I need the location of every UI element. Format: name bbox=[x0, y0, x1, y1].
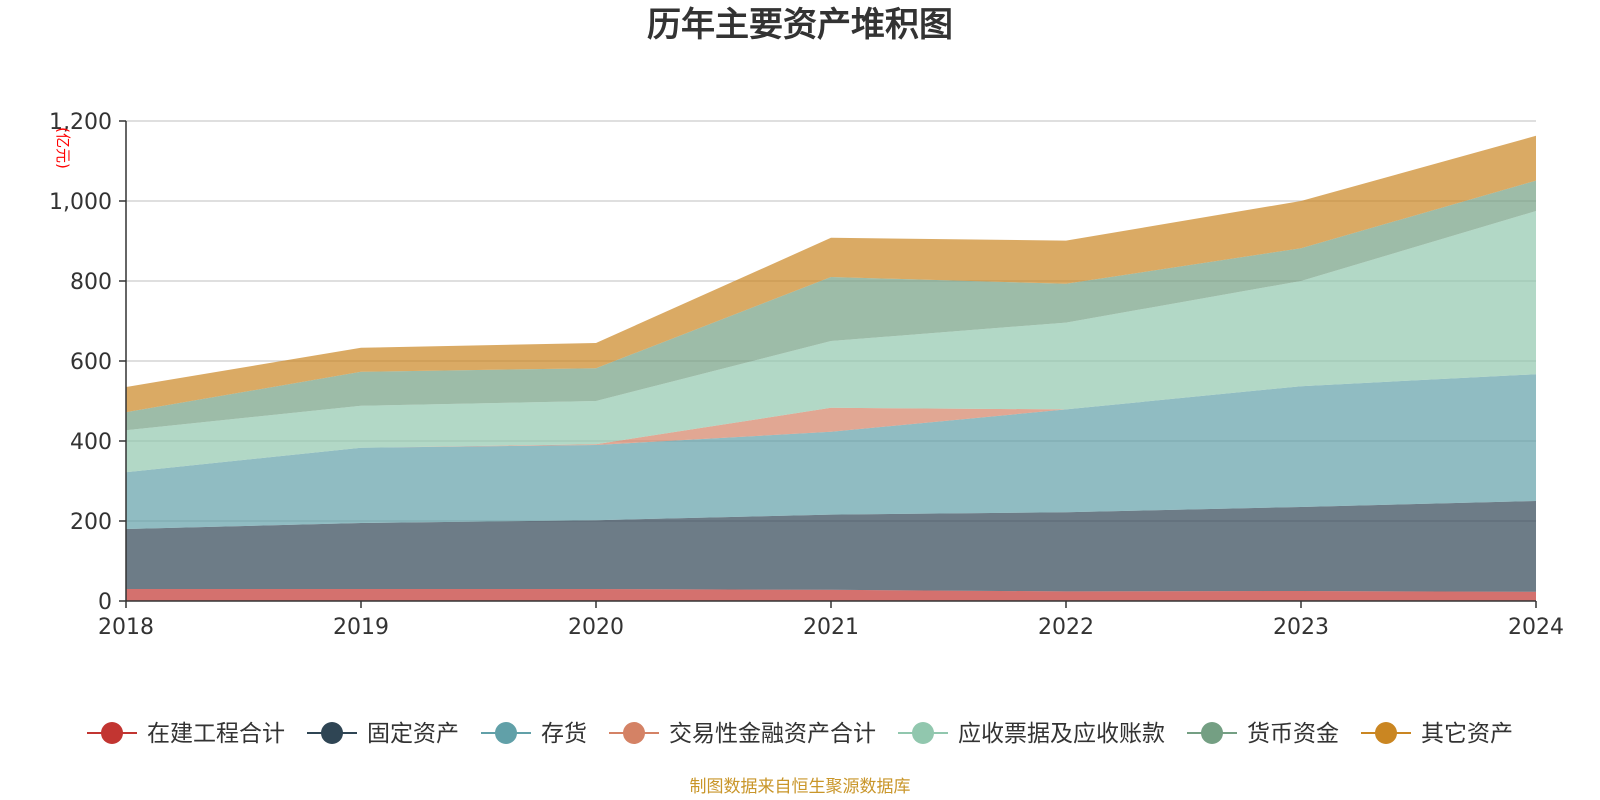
area-series-7 bbox=[126, 135, 1536, 413]
y-tick-label: 800 bbox=[70, 270, 112, 295]
area-series bbox=[126, 135, 1536, 601]
legend-label: 固定资产 bbox=[367, 721, 459, 747]
legend-label: 在建工程合计 bbox=[147, 721, 285, 747]
area-series-2 bbox=[126, 501, 1536, 592]
x-tick-label: 2018 bbox=[98, 615, 154, 640]
y-tick-label: 600 bbox=[70, 350, 112, 375]
x-tick-label: 2019 bbox=[333, 615, 389, 640]
y-tick-label: 1,200 bbox=[49, 110, 112, 135]
area-series-1 bbox=[126, 589, 1536, 601]
y-tick-label: 1,000 bbox=[49, 190, 112, 215]
area-series-4 bbox=[126, 374, 1536, 473]
legend-marker bbox=[495, 722, 517, 744]
data-source-note: 制图数据来自恒生聚源数据库 bbox=[690, 777, 911, 797]
area-series-6 bbox=[126, 180, 1536, 431]
area-series-5 bbox=[126, 211, 1536, 473]
legend-label: 其它资产 bbox=[1421, 721, 1513, 747]
legend-marker bbox=[1375, 722, 1397, 744]
area-series-3 bbox=[126, 374, 1536, 529]
legend-marker bbox=[321, 722, 343, 744]
legend-item[interactable]: 交易性金融资产合计 bbox=[609, 721, 876, 747]
legend-marker bbox=[101, 722, 123, 744]
legend-item[interactable]: 应收票据及应收账款 bbox=[898, 721, 1165, 747]
legend-item[interactable]: 在建工程合计 bbox=[87, 721, 285, 747]
y-tick-label: 400 bbox=[70, 430, 112, 455]
legend-item[interactable]: 存货 bbox=[481, 721, 587, 747]
x-tick-label: 2020 bbox=[568, 615, 624, 640]
y-tick-label: 0 bbox=[98, 590, 112, 615]
legend-label: 交易性金融资产合计 bbox=[669, 721, 876, 747]
x-tick-label: 2022 bbox=[1038, 615, 1094, 640]
x-tick-label: 2021 bbox=[803, 615, 859, 640]
legend-item[interactable]: 固定资产 bbox=[307, 721, 459, 747]
legend-label: 货币资金 bbox=[1247, 721, 1339, 747]
legend-marker bbox=[1201, 722, 1223, 744]
x-tick-label: 2023 bbox=[1273, 615, 1329, 640]
x-tick-label: 2024 bbox=[1508, 615, 1564, 640]
legend-marker bbox=[912, 722, 934, 744]
axes: 0 200 400 600 800 1,000 1,200 2018 2019 2020 2021 2… bbox=[49, 110, 1564, 640]
chart-title: 历年主要资产堆积图 bbox=[647, 5, 953, 45]
y-axis-unit-label: (亿元) bbox=[54, 127, 72, 169]
legend-label: 存货 bbox=[541, 721, 587, 747]
legend-item[interactable]: 货币资金 bbox=[1187, 721, 1339, 747]
legend-item[interactable]: 其它资产 bbox=[1361, 721, 1513, 747]
legend-label: 应收票据及应收账款 bbox=[958, 721, 1165, 747]
legend: 在建工程合计 固定资产 存货 交易性金融资产合计 应收票据及应收账款 货币资金 其它资产 bbox=[87, 721, 1513, 747]
y-tick-label: 200 bbox=[70, 510, 112, 535]
legend-marker bbox=[623, 722, 645, 744]
